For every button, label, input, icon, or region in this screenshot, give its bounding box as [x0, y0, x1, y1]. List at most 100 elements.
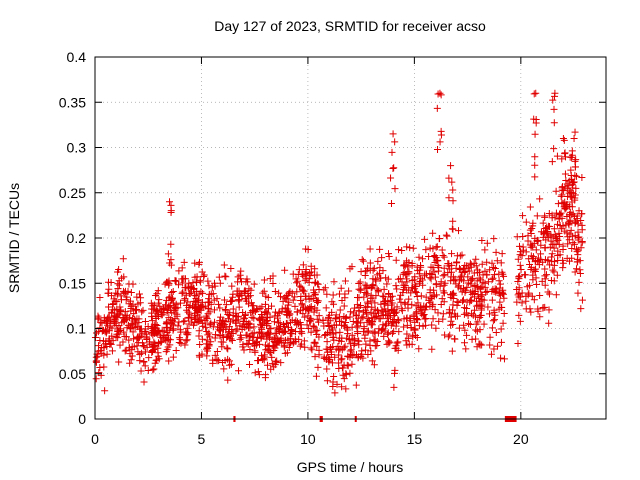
data-point	[196, 340, 204, 348]
data-point	[436, 235, 444, 243]
data-point	[164, 250, 172, 258]
data-point	[473, 302, 481, 310]
data-point	[312, 372, 320, 380]
data-point	[100, 316, 108, 324]
data-point	[472, 255, 480, 263]
data-point	[194, 309, 202, 317]
data-point	[246, 346, 254, 354]
data-point	[495, 277, 503, 285]
data-point	[220, 317, 228, 325]
data-point	[323, 338, 331, 346]
data-point	[536, 291, 544, 299]
data-point	[550, 261, 558, 269]
data-point	[171, 276, 179, 284]
data-point	[497, 259, 505, 267]
data-point	[500, 355, 508, 363]
data-point	[153, 290, 161, 298]
data-point	[363, 328, 371, 336]
data-point	[561, 170, 569, 178]
data-point	[392, 322, 400, 330]
data-point	[344, 362, 352, 370]
axis-ticks	[94, 56, 606, 420]
data-point	[383, 280, 391, 288]
data-point	[526, 226, 534, 234]
data-point	[127, 356, 135, 364]
data-point	[384, 290, 392, 298]
data-point	[413, 293, 421, 301]
data-point	[222, 273, 230, 281]
data-point	[112, 313, 120, 321]
data-point	[330, 278, 338, 286]
y-tick-labels: 0 0.05 0.1 0.15 0.2 0.25 0.3 0.35 0.4	[59, 49, 86, 427]
data-point	[447, 162, 455, 170]
data-point	[380, 285, 388, 293]
data-point	[354, 322, 362, 330]
data-point	[250, 342, 258, 350]
data-point	[531, 153, 539, 161]
data-point	[572, 156, 580, 164]
data-point	[192, 315, 200, 323]
data-point	[552, 291, 560, 299]
data-point	[437, 91, 445, 99]
data-point	[403, 257, 411, 265]
data-point	[302, 245, 310, 253]
data-point	[233, 325, 241, 333]
data-point	[314, 363, 322, 371]
data-point	[335, 351, 343, 359]
data-point	[143, 334, 151, 342]
data-point	[169, 288, 177, 296]
data-point	[571, 191, 579, 199]
data-point	[539, 304, 547, 312]
data-point	[391, 366, 399, 374]
data-point	[223, 333, 231, 341]
data-point	[366, 337, 374, 345]
data-point	[516, 242, 523, 250]
data-point	[400, 323, 408, 331]
data-point	[385, 339, 393, 347]
data-point	[285, 298, 293, 306]
data-point	[179, 279, 187, 287]
data-point	[313, 315, 321, 323]
data-point	[166, 198, 174, 206]
data-point	[472, 262, 480, 270]
data-point	[277, 359, 285, 367]
data-point	[562, 204, 570, 212]
data-point	[352, 318, 360, 326]
data-point	[439, 272, 447, 280]
data-point	[576, 270, 584, 278]
data-point	[288, 327, 296, 335]
data-point	[137, 325, 145, 333]
data-point	[404, 334, 412, 342]
data-point	[248, 307, 256, 315]
data-point	[542, 236, 550, 244]
data-point	[345, 287, 353, 295]
data-point	[428, 302, 436, 310]
data-point	[391, 185, 399, 193]
data-point	[574, 220, 582, 228]
data-point	[486, 333, 494, 341]
data-point	[310, 286, 318, 294]
data-point	[388, 301, 396, 309]
data-point	[295, 266, 303, 274]
data-point	[559, 259, 567, 267]
data-point	[115, 330, 123, 338]
data-point	[224, 355, 232, 363]
data-point	[485, 310, 493, 318]
data-point	[346, 340, 354, 348]
data-point	[153, 307, 161, 315]
data-point	[403, 278, 411, 286]
data-point	[497, 338, 505, 346]
data-point	[333, 380, 341, 388]
data-point	[100, 351, 108, 359]
data-point	[278, 327, 286, 335]
data-point	[516, 251, 524, 259]
data-point	[533, 280, 541, 288]
data-point	[479, 271, 487, 279]
data-point	[310, 323, 318, 331]
data-point	[185, 320, 193, 328]
data-point	[329, 291, 337, 299]
data-point	[306, 272, 314, 280]
chart-title: Day 127 of 2023, SRMTID for receiver acs…	[214, 18, 486, 34]
data-point	[429, 315, 437, 323]
data-point	[439, 310, 447, 318]
